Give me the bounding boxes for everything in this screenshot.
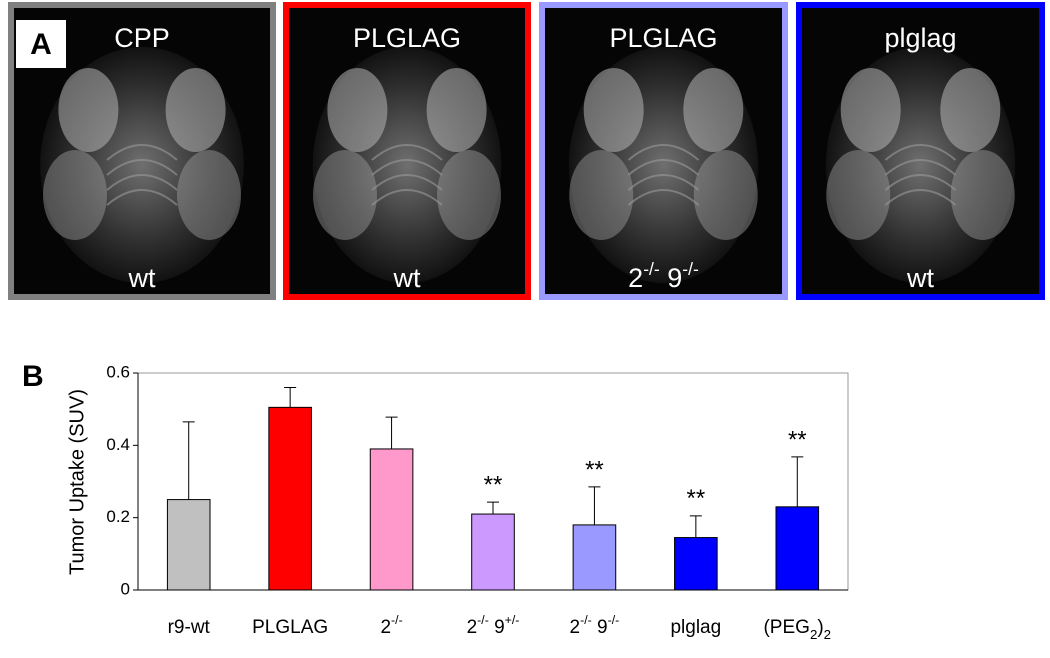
y-tick-label: 0.4 xyxy=(106,435,130,454)
image-title: CPP xyxy=(114,23,170,53)
error-bar xyxy=(588,486,601,525)
tumor xyxy=(683,68,744,152)
rib xyxy=(106,159,178,176)
tumor xyxy=(165,68,226,152)
error-bar xyxy=(689,515,702,538)
bar xyxy=(369,448,414,591)
image-title: PLGLAG xyxy=(609,23,717,53)
y-tick-label: 0 xyxy=(121,579,130,598)
rib xyxy=(627,189,700,206)
genotype-label: wt xyxy=(393,263,421,293)
rib xyxy=(627,159,700,176)
error-bar xyxy=(487,501,499,515)
tumor xyxy=(826,150,891,240)
tumor xyxy=(569,150,634,240)
x-tick-label: r9-wt xyxy=(168,617,211,638)
error-bar xyxy=(385,416,398,449)
x-tick-label: plglag xyxy=(670,617,721,638)
x-tick-label: 2-/- xyxy=(380,613,402,638)
tumor xyxy=(840,68,901,152)
rib xyxy=(371,144,443,161)
x-tick-label: 2-/- 9+/- xyxy=(467,613,520,638)
panel-label: A xyxy=(30,28,52,61)
image-title: plglag xyxy=(884,23,956,53)
tumor xyxy=(693,150,758,240)
y-tick-label: 0.6 xyxy=(106,362,130,381)
panel-label-box xyxy=(16,20,66,68)
significance-label: ** xyxy=(585,456,604,483)
tumor xyxy=(327,68,388,152)
panel-label: B xyxy=(22,360,44,393)
significance-label: ** xyxy=(788,426,807,453)
rib xyxy=(371,159,443,176)
significance-label: ** xyxy=(687,485,706,512)
x-tick-label: PLGLAG xyxy=(252,617,328,638)
bar xyxy=(775,506,820,591)
rib xyxy=(106,144,178,161)
genotype-label: wt xyxy=(906,263,934,293)
tumor xyxy=(58,68,119,152)
y-tick-label: 0.2 xyxy=(106,507,130,526)
rib xyxy=(884,159,957,176)
y-axis-label: Tumor Uptake (SUV) xyxy=(66,389,88,575)
rib xyxy=(371,174,443,191)
bar xyxy=(166,499,211,591)
tumor xyxy=(583,68,644,152)
genotype-label: wt xyxy=(128,263,156,293)
significance-label: ** xyxy=(484,471,503,498)
tumor xyxy=(177,150,241,240)
bar xyxy=(471,513,515,591)
rib xyxy=(106,174,178,191)
tumor xyxy=(426,68,487,152)
tumor xyxy=(437,150,501,240)
error-bar xyxy=(284,386,297,408)
tumor xyxy=(313,150,377,240)
rib xyxy=(106,189,178,206)
panel-b: B Tumor Uptake (SUV) 0 0.2 0.4 0.6 r9-wt PLGL… xyxy=(22,360,849,642)
tumor xyxy=(940,68,1001,152)
bar xyxy=(674,537,718,591)
tumor xyxy=(43,150,107,240)
bar xyxy=(572,524,617,591)
bar xyxy=(268,406,312,591)
rib xyxy=(884,144,957,161)
rib xyxy=(884,189,957,206)
image-title: PLGLAG xyxy=(353,23,461,53)
rib xyxy=(371,189,443,206)
error-bar xyxy=(791,456,804,507)
tumor xyxy=(950,150,1015,240)
rib xyxy=(627,144,700,161)
x-tick-label: (PEG2)2 xyxy=(763,617,831,642)
error-bar xyxy=(182,421,195,500)
x-tick-label: 2-/- 9-/- xyxy=(570,613,620,638)
rib xyxy=(884,174,957,191)
rib xyxy=(627,174,700,191)
